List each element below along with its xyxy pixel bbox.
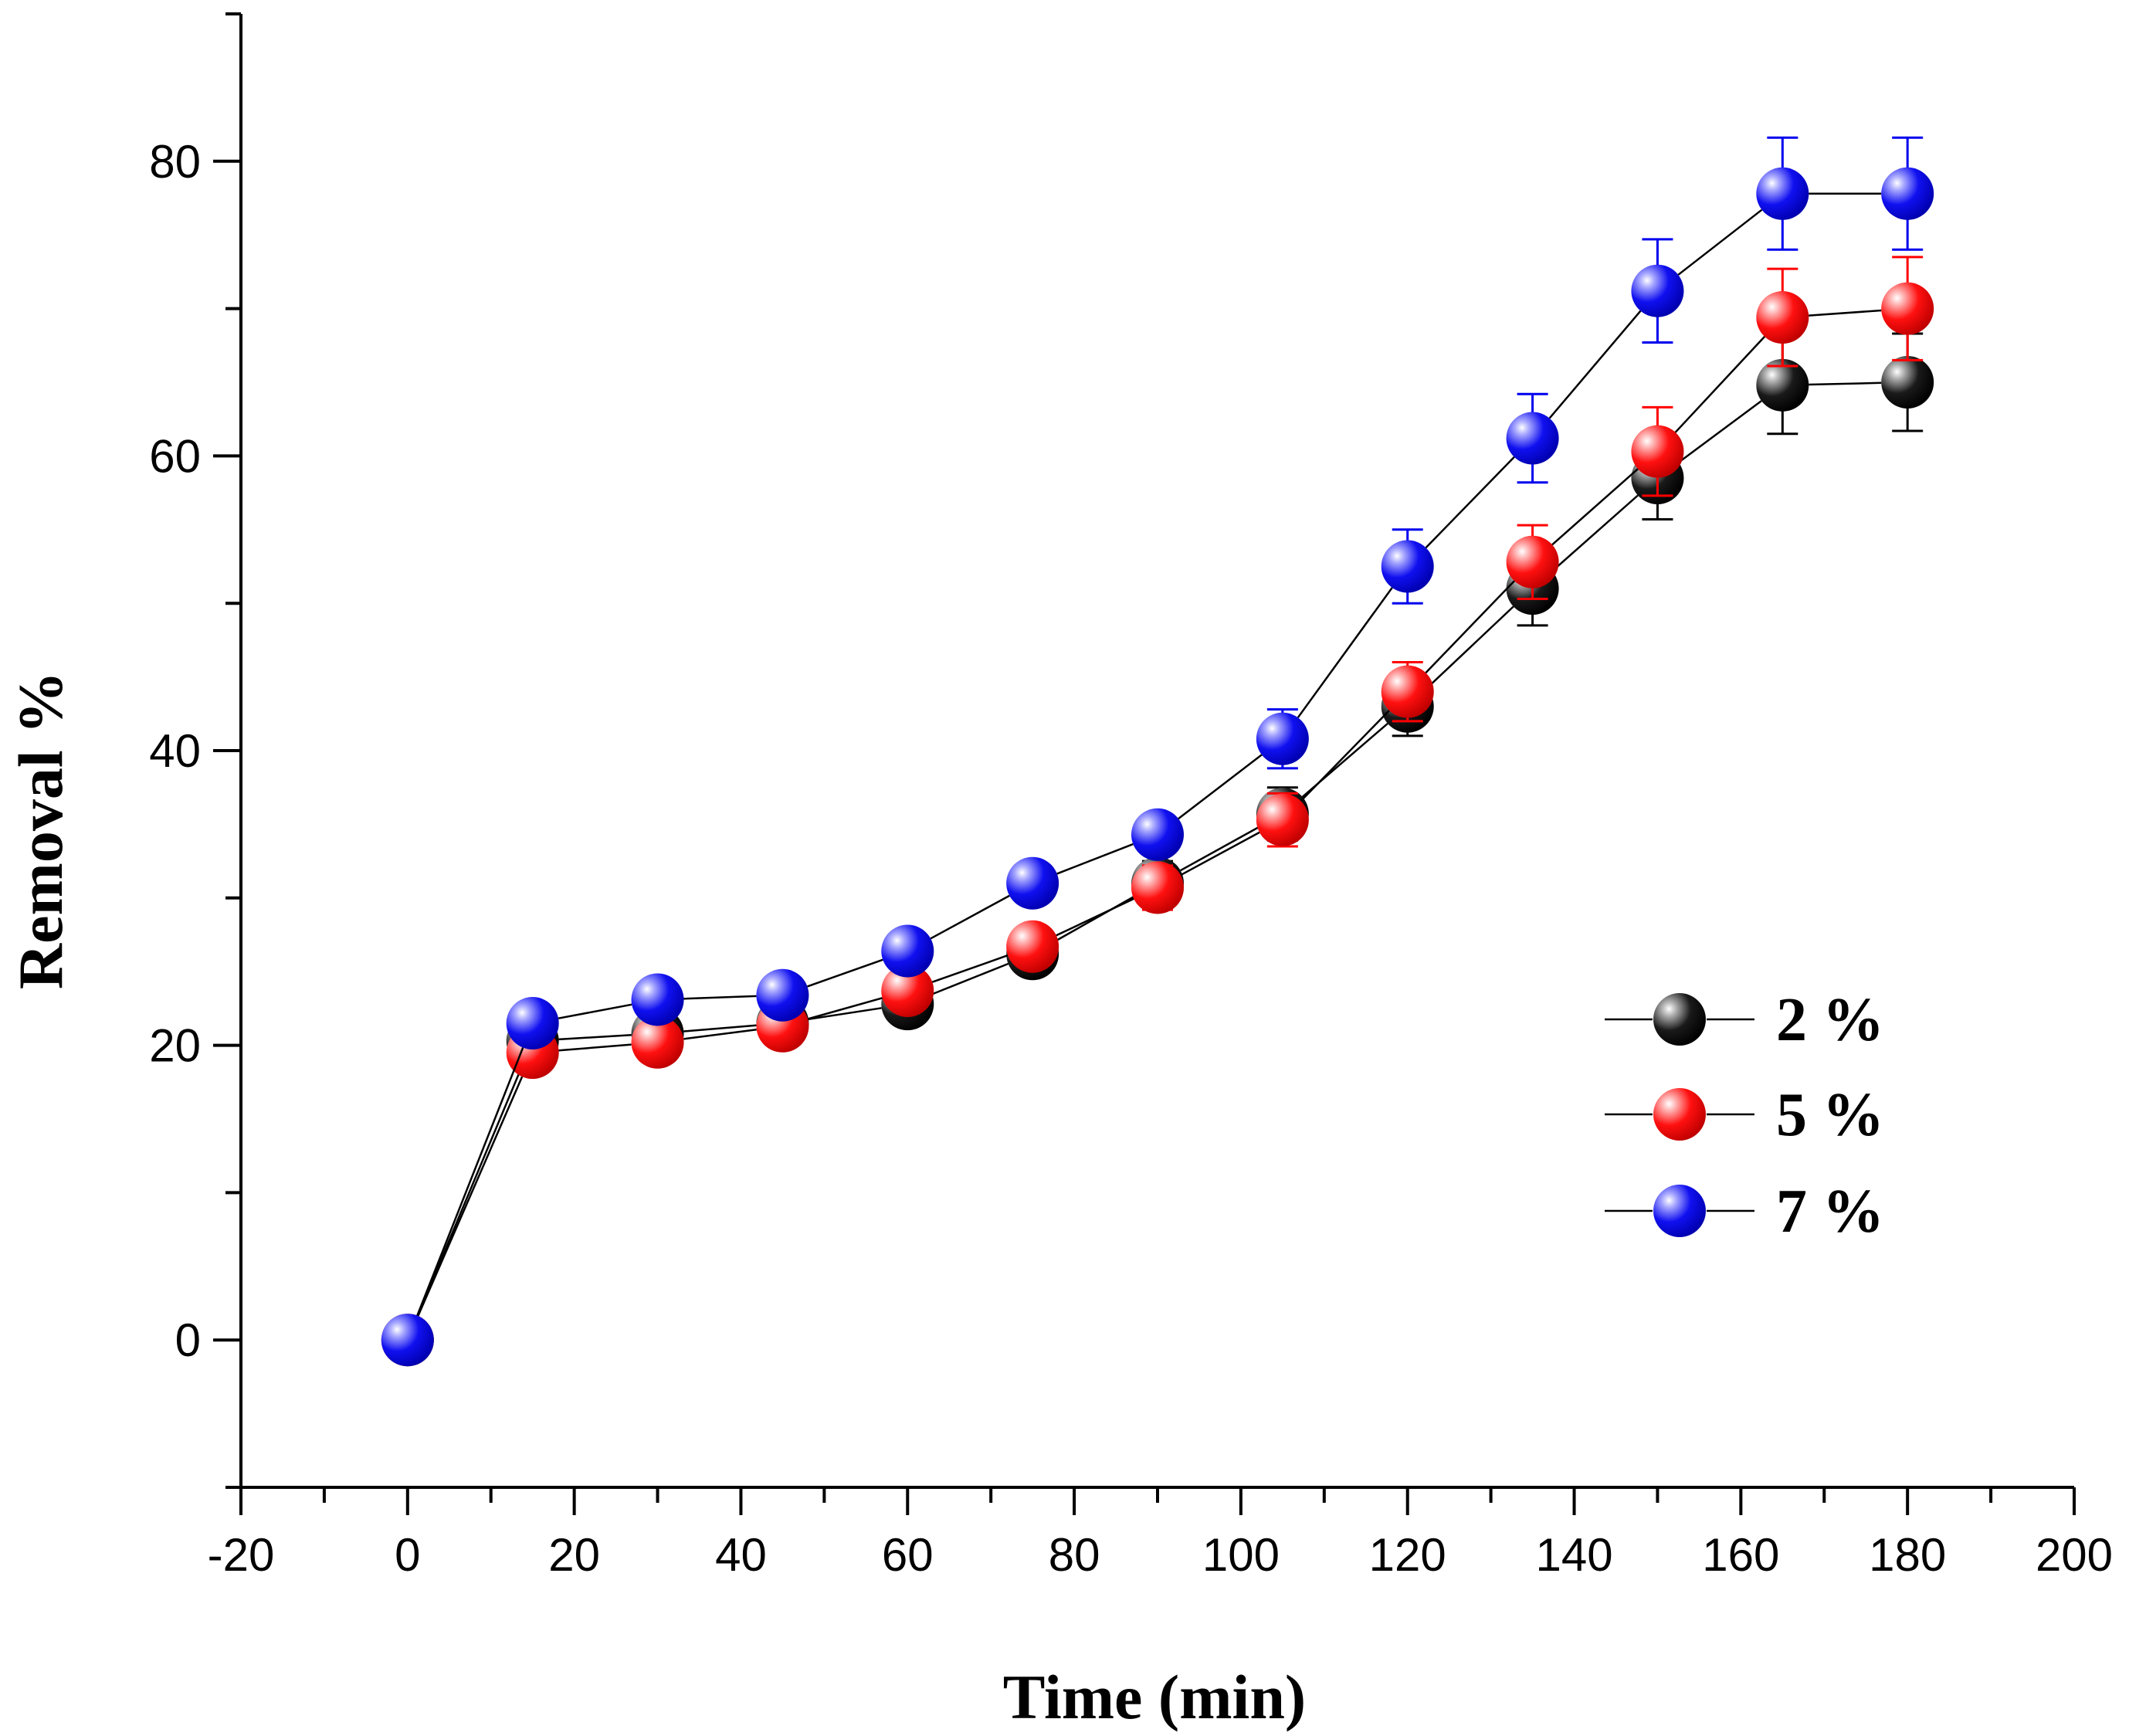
legend-marker [1653, 1088, 1706, 1141]
x-tick-label: 40 [715, 1529, 767, 1581]
data-point [1006, 856, 1059, 910]
data-point [1881, 356, 1934, 409]
data-point [1631, 425, 1684, 478]
data-point [1881, 282, 1934, 335]
legend-entry-3: 7 % [1605, 1178, 1884, 1246]
data-point [631, 1015, 684, 1069]
series-line [416, 381, 1882, 1317]
data-point [1506, 535, 1559, 588]
x-tick-label: 160 [1702, 1529, 1779, 1581]
data-point [1131, 861, 1184, 914]
data-point [1006, 920, 1059, 973]
y-tick-labels: 0 20 40 60 80 [149, 136, 201, 1366]
x-tick-labels: -20 0 20 40 60 80 100 120 140 160 180 200 [208, 1529, 2113, 1581]
legend-entry-1: 2 % [1605, 986, 1884, 1054]
data-point [881, 924, 934, 978]
data-point [1256, 712, 1309, 765]
data-point [1381, 540, 1434, 593]
y-tick-label: 60 [149, 430, 201, 482]
data-point [756, 968, 809, 1022]
data-point [1756, 358, 1809, 412]
legend-label: 5 % [1776, 1081, 1884, 1149]
data-point [1506, 412, 1559, 465]
data-point [631, 973, 684, 1026]
legend-label: 2 % [1776, 986, 1884, 1054]
series-3 [381, 136, 1934, 1367]
x-tick-label: 80 [1049, 1529, 1100, 1581]
series-layer [381, 136, 1934, 1367]
data-point [1256, 793, 1309, 846]
x-tick-label: 180 [1869, 1529, 1946, 1581]
data-point [1631, 264, 1684, 317]
series-line [416, 192, 1882, 1317]
data-point [1131, 808, 1184, 861]
data-point [1881, 167, 1934, 220]
legend-marker [1653, 993, 1706, 1046]
x-tick-label: 100 [1202, 1529, 1280, 1581]
data-point [1756, 167, 1809, 220]
data-point [506, 996, 559, 1049]
x-tick-label: 20 [548, 1529, 600, 1581]
legend-entry-2: 5 % [1605, 1081, 1884, 1149]
data-point [1381, 665, 1434, 718]
x-tick-label: 200 [2036, 1529, 2113, 1581]
legend-marker [1653, 1185, 1706, 1237]
data-point [1756, 291, 1809, 344]
x-tick-label: -20 [208, 1529, 275, 1581]
x-tick-label: 0 [395, 1529, 420, 1581]
legend: 2 % 5 % 7 % [1605, 986, 1884, 1246]
series-line [417, 309, 1882, 1317]
y-tick-label: 20 [149, 1020, 201, 1072]
y-tick-label: 0 [175, 1314, 201, 1366]
legend-label: 7 % [1776, 1178, 1884, 1246]
y-axis-title: Removal % [5, 671, 76, 989]
data-point [881, 965, 934, 1018]
data-point [381, 1314, 434, 1367]
y-tick-label: 80 [149, 136, 201, 188]
y-tick-label: 40 [149, 725, 201, 777]
x-axis-title: Time (min) [1003, 1662, 1307, 1732]
x-tick-label: 120 [1369, 1529, 1446, 1581]
x-tick-label: 60 [882, 1529, 934, 1581]
axes [213, 12, 2076, 1515]
x-tick-label: 140 [1535, 1529, 1612, 1581]
